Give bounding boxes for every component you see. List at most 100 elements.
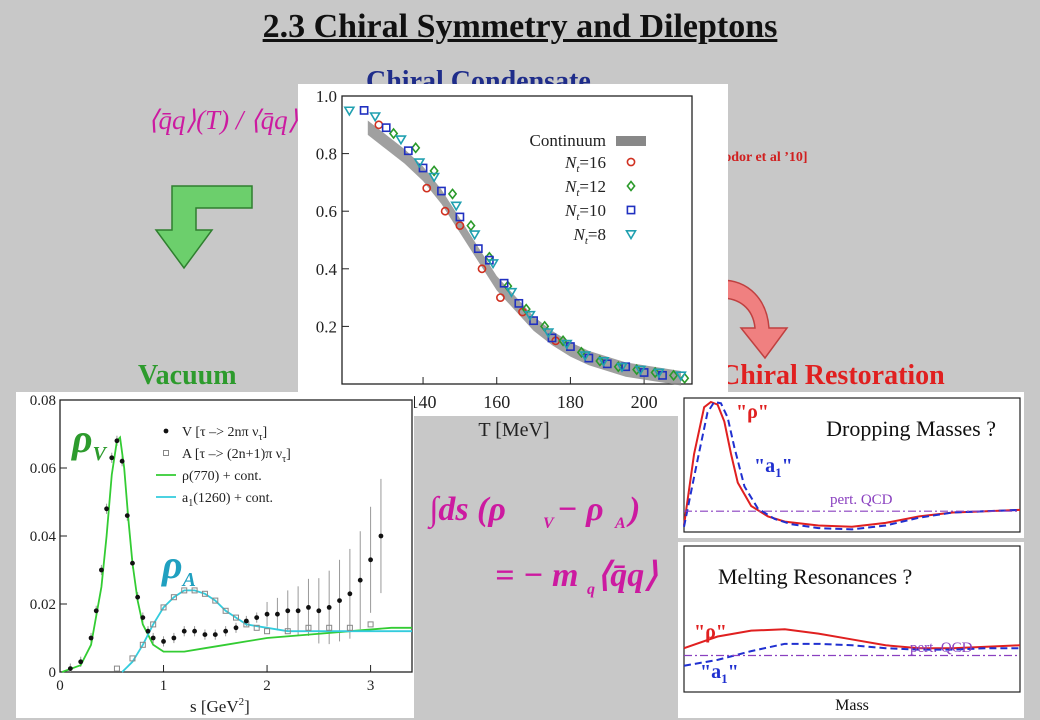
vac-legend-entry: A [τ –> (2n+1)π ντ] bbox=[182, 447, 291, 465]
cc-point-diamond bbox=[429, 165, 439, 177]
cc-y-tick-label: 0.8 bbox=[316, 145, 337, 164]
svg-text:− ρ: − ρ bbox=[557, 491, 604, 528]
vac-legend-entry: ρ(770) + cont. bbox=[182, 469, 262, 484]
cc-point-square bbox=[381, 123, 391, 133]
cc-point-triangle-down bbox=[343, 106, 356, 117]
vac-legend-entry: V [τ –> 2nπ ντ] bbox=[182, 425, 267, 443]
vac-a-data-point bbox=[139, 641, 146, 648]
cc-point-circle bbox=[440, 206, 450, 216]
slide-title: 2.3 Chiral Symmetry and Dileptons bbox=[262, 8, 778, 45]
mr-lines-rho-curve bbox=[683, 628, 1021, 650]
vac-v-data-point bbox=[212, 632, 218, 637]
vac-a-data-point bbox=[367, 621, 374, 628]
vac-v-data-point bbox=[316, 608, 322, 614]
vac-x-tick-label: 2 bbox=[263, 678, 271, 694]
vac-v-data-point bbox=[109, 455, 115, 461]
cc-point-circle bbox=[477, 264, 487, 274]
vac-legend-square bbox=[163, 450, 169, 456]
cc-continuum-band bbox=[367, 120, 681, 386]
dm-a1-label: "a1" bbox=[754, 455, 793, 480]
vac-v-data-point bbox=[130, 560, 135, 566]
vac-v-data-point bbox=[233, 625, 239, 631]
cc-legend-marker bbox=[626, 157, 636, 167]
vac-a-data-point bbox=[346, 624, 353, 631]
cc-legend-entry: Nt=10 bbox=[564, 201, 606, 223]
cc-point-diamond bbox=[595, 355, 605, 367]
cc-point-triangle-down bbox=[597, 357, 610, 368]
vac-x-tick-label: 3 bbox=[367, 678, 375, 694]
vac-v-data-point bbox=[93, 608, 99, 614]
cc-point-triangle-down bbox=[542, 328, 555, 339]
green-down-arrow-icon bbox=[154, 185, 253, 270]
condensate-ratio-formula: ⟨q̄q⟩(T) / ⟨q̄q⟩ 0 bbox=[148, 105, 312, 141]
vac-x-tick-label: 1 bbox=[160, 678, 168, 694]
vac-a1-curve bbox=[121, 589, 412, 673]
melting-resonances-chart: Melting Resonances ? "ρ" "a1" pert. QCD … bbox=[678, 542, 1024, 718]
cc-point-triangle-down bbox=[675, 371, 687, 382]
cc-point-diamond bbox=[668, 369, 679, 382]
vac-a-data-point bbox=[233, 614, 239, 621]
vac-a-data-point bbox=[150, 621, 157, 628]
vacuum-spectral-chart: 0 0.02 0.04 0.06 0.08 0 1 2 3 s [GeV2] ρV ρA V [τ … bbox=[16, 392, 414, 718]
vac-a-data-point bbox=[191, 587, 198, 594]
cc-point-triangle-down bbox=[413, 158, 426, 169]
cc-point-triangle-down bbox=[428, 172, 441, 183]
cc-point-triangle-down bbox=[505, 287, 518, 298]
cc-legend-marker bbox=[625, 230, 637, 241]
vac-v-data-point bbox=[275, 611, 280, 617]
cc-point-diamond bbox=[447, 188, 458, 200]
chiral-condensate-chart: 0.2 0.4 0.6 0.8 1.0 140 160 180 200 Continuum Nt=… bbox=[298, 84, 728, 441]
vac-v-data-point bbox=[145, 628, 151, 634]
vac-v-data-point bbox=[378, 533, 384, 539]
vac-a-data-point bbox=[170, 594, 177, 601]
cc-legend-marker bbox=[626, 180, 636, 192]
cc-legend-marker bbox=[626, 205, 636, 215]
vac-v-data-point bbox=[171, 635, 177, 641]
svg-text:V: V bbox=[543, 515, 555, 532]
vac-v-data-point bbox=[104, 506, 109, 512]
vac-v-data-point bbox=[140, 615, 146, 620]
vac-v-data-point bbox=[285, 608, 291, 614]
cc-legend-entry: Nt=8 bbox=[573, 225, 607, 247]
rho-a-label: ρA bbox=[161, 542, 196, 591]
vac-x-tick-label: 0 bbox=[56, 678, 64, 694]
cc-point-diamond bbox=[466, 219, 476, 232]
cc-point-triangle-down bbox=[616, 362, 628, 373]
dm-rho-label: "ρ" bbox=[736, 401, 769, 423]
cc-point-triangle-down bbox=[579, 351, 592, 362]
svg-text:): ) bbox=[626, 491, 640, 528]
vac-a-data-point bbox=[326, 624, 333, 631]
vac-v-data-point bbox=[326, 605, 332, 610]
dm-title: Dropping Masses ? bbox=[826, 416, 996, 441]
vac-a-data-point bbox=[129, 655, 136, 662]
vac-y-tick-label: 0.06 bbox=[30, 461, 57, 477]
sum-rule-line2: = − m bbox=[495, 557, 578, 594]
vac-rho-curve bbox=[61, 435, 412, 673]
cc-point-triangle-down bbox=[634, 365, 647, 376]
cc-point-circle bbox=[455, 221, 465, 230]
cc-x-tick-label: 200 bbox=[631, 392, 658, 412]
cc-y-tick-label: 0.4 bbox=[316, 260, 338, 279]
vac-v-data-point bbox=[243, 618, 249, 624]
cc-point-circle bbox=[422, 183, 432, 193]
sum-rule-line1: ∫ds (ρ bbox=[427, 491, 506, 530]
cc-x-tick-label: 140 bbox=[410, 392, 437, 412]
cc-point-diamond bbox=[388, 127, 399, 140]
ratio-text: ⟨q̄q⟩(T) / ⟨q̄q⟩ bbox=[148, 105, 299, 135]
cc-point-triangle-down bbox=[523, 310, 536, 321]
vac-v-data-point bbox=[306, 605, 311, 610]
mr-title: Melting Resonances ? bbox=[718, 564, 912, 589]
cc-point-triangle-down bbox=[450, 201, 463, 212]
cc-point-triangle-down bbox=[369, 112, 382, 123]
vac-v-data-point bbox=[192, 628, 197, 634]
vac-y-tick-label: 0.08 bbox=[30, 393, 56, 409]
cc-point-square bbox=[359, 105, 369, 115]
cc-y-tick-label: 0.2 bbox=[316, 317, 337, 336]
dropping-masses-chart: Dropping Masses ? "ρ" "a1" pert. QCD bbox=[678, 392, 1024, 538]
cc-point-square bbox=[455, 212, 465, 222]
vac-v-data-point bbox=[181, 628, 187, 634]
mr-lines-a1-curve bbox=[683, 642, 1020, 667]
cc-y-tick-label: 0.6 bbox=[316, 202, 337, 221]
cc-x-tick-label: 160 bbox=[483, 392, 510, 412]
mr-rho-label: "ρ" bbox=[694, 621, 727, 643]
